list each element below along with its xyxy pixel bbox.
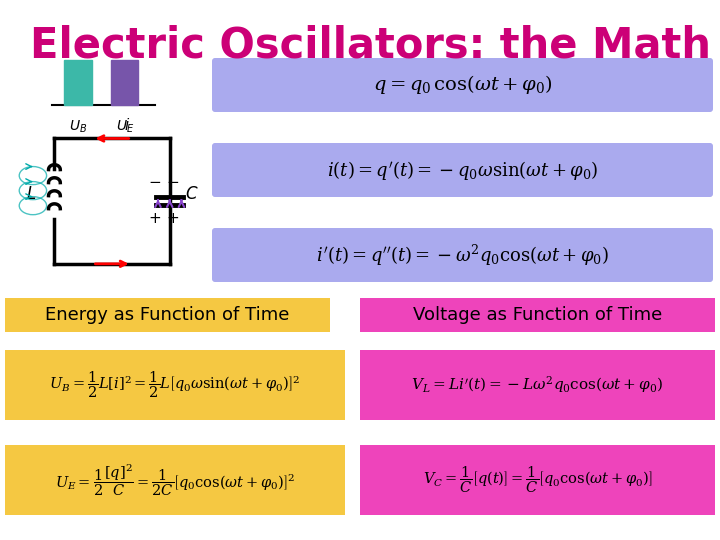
Text: $i'(t) = q''(t) = -\omega^2 q_0\cos(\omega t + \varphi_0)$: $i'(t) = q''(t) = -\omega^2 q_0\cos(\ome… [316, 242, 609, 268]
FancyBboxPatch shape [212, 58, 713, 112]
FancyBboxPatch shape [360, 445, 715, 515]
Text: −: − [166, 175, 179, 190]
Text: Voltage as Function of Time: Voltage as Function of Time [413, 306, 662, 324]
Text: L: L [27, 185, 35, 202]
Text: −: − [149, 175, 161, 190]
Text: $i(t) = q'(t) = -q_0\omega\sin(\omega t + \varphi_0)$: $i(t) = q'(t) = -q_0\omega\sin(\omega t … [327, 159, 598, 181]
FancyBboxPatch shape [360, 298, 715, 332]
Text: $q = q_0\,\cos(\omega t + \varphi_0)$: $q = q_0\,\cos(\omega t + \varphi_0)$ [373, 73, 552, 97]
FancyBboxPatch shape [212, 143, 713, 197]
FancyBboxPatch shape [360, 350, 715, 420]
Text: $V_C = \dfrac{1}{C}\left[q(t)\right] = \dfrac{1}{C}\left[q_0\cos(\omega t + \var: $V_C = \dfrac{1}{C}\left[q(t)\right] = \… [423, 465, 652, 495]
Text: $V_L = Li'(t) = -L\omega^2 q_0\cos(\omega t + \varphi_0)$: $V_L = Li'(t) = -L\omega^2 q_0\cos(\omeg… [411, 375, 664, 395]
Bar [111, 60, 138, 105]
Text: +: + [149, 211, 161, 226]
FancyBboxPatch shape [212, 228, 713, 282]
Text: $U_E = \dfrac{1}{2}\dfrac{\left[q\right]^2}{C} = \dfrac{1}{2C}\left[q_0\cos(\ome: $U_E = \dfrac{1}{2}\dfrac{\left[q\right]… [55, 462, 295, 498]
FancyBboxPatch shape [5, 350, 345, 420]
Text: Electric Oscillators: the Math: Electric Oscillators: the Math [30, 25, 711, 67]
Text: Energy as Function of Time: Energy as Function of Time [45, 306, 289, 324]
Text: +: + [166, 211, 179, 226]
FancyBboxPatch shape [5, 445, 345, 515]
Text: $U_B$: $U_B$ [68, 118, 87, 135]
Text: $i$: $i$ [124, 117, 130, 133]
Text: C: C [185, 185, 197, 202]
Bar [64, 60, 91, 105]
Text: $U_E$: $U_E$ [116, 118, 134, 135]
Text: $U_B = \dfrac{1}{2}L\left[i\right]^2 = \dfrac{1}{2}L\left[q_0\omega\sin(\omega t: $U_B = \dfrac{1}{2}L\left[i\right]^2 = \… [50, 370, 300, 400]
FancyBboxPatch shape [5, 298, 330, 332]
